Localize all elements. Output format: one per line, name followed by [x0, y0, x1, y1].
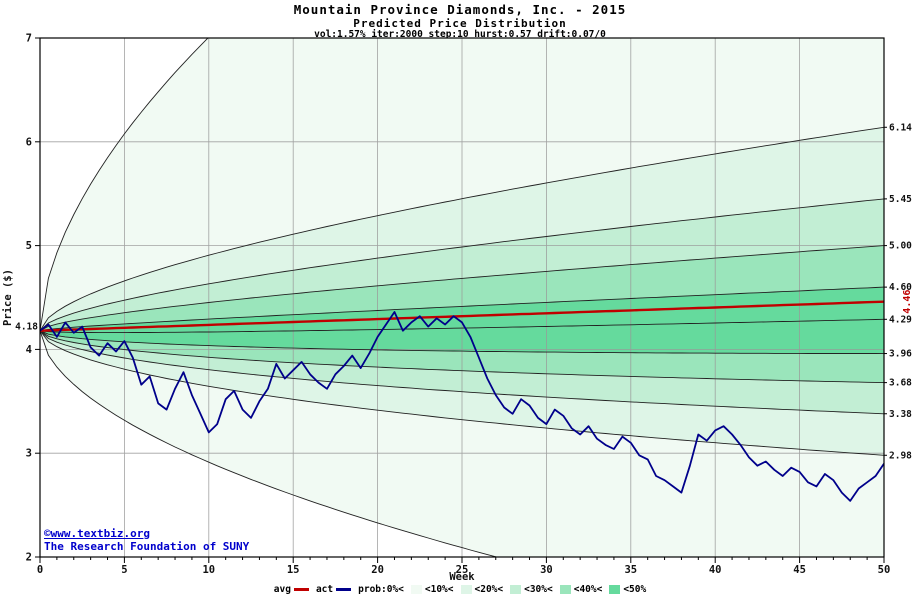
avg-price-line: [40, 300, 884, 332]
legend-label: <10%<: [424, 584, 454, 595]
percentile-end-label-p20-upper: 5.45: [889, 194, 912, 205]
percentile-curve-p30-upper: [40, 245, 884, 332]
percentile-curve-p10-lower: [40, 330, 884, 456]
percentile-end-label-p40-lower: 3.96: [889, 349, 912, 360]
percentile-curve-p20-upper: [40, 198, 884, 332]
percentile-end-label-p30-upper: 5.00: [889, 241, 912, 252]
percentile-curve-p40-upper: [40, 286, 884, 332]
legend-item-40: <40%<: [559, 584, 603, 595]
x-tick-label: 40: [709, 564, 722, 576]
legend-box-swatch: [410, 585, 422, 594]
legend-item-prob0: prob:0%<: [358, 584, 404, 595]
legend: avg act prob:0%< <10%< <20%< <30%< <40%< <50%: [0, 584, 920, 595]
percentile-curve-p20-lower: [40, 330, 884, 415]
percentile-curve-median: [40, 318, 884, 334]
y-tick-label: 3: [26, 448, 32, 460]
legend-line-swatch: [336, 588, 352, 591]
legend-item-20: <20%<: [460, 584, 504, 595]
percentile-end-label-p20-lower: 3.38: [889, 409, 912, 420]
y-tick-label: 5: [26, 240, 32, 252]
watermark-org: The Research Foundation of SUNY: [44, 540, 250, 553]
y-tick-label: 6: [26, 136, 32, 148]
x-tick-label: 35: [624, 564, 637, 576]
percentile-curve-p40-lower: [40, 330, 884, 355]
x-axis-title: Week: [449, 571, 475, 583]
watermark: ©www.textbiz.org The Research Foundation…: [44, 527, 249, 553]
chart-subtitle: Predicted Price Distribution: [353, 17, 567, 30]
percentile-curves: [40, 38, 884, 557]
y-tick-label: 7: [26, 33, 32, 45]
x-tick-label: 15: [287, 564, 300, 576]
x-tick-label: 20: [371, 564, 384, 576]
axes: 0 5 10 15 20 25 30 35 40 45 502345676.145.455.004.…: [2, 33, 913, 584]
gridlines: [40, 38, 884, 557]
avg-end-label: 4.46: [902, 290, 913, 314]
x-tick-label: 0: [37, 564, 43, 576]
x-tick-label: 50: [878, 564, 891, 576]
chart-title: Mountain Province Diamonds, Inc. - 2015: [293, 2, 627, 17]
percentile-curve-max: [40, 38, 209, 331]
legend-label: <50%: [623, 584, 647, 595]
x-tick-label: 30: [540, 564, 553, 576]
x-tick-label: 45: [793, 564, 806, 576]
actual-price-line: [40, 311, 884, 502]
legend-item-avg: avg: [274, 584, 309, 595]
legend-box-swatch: [609, 585, 621, 594]
legend-label: <40%<: [573, 584, 603, 595]
legend-label: <30%<: [524, 584, 553, 595]
legend-box-swatch: [559, 585, 571, 594]
percentile-end-label-p10-upper: 6.14: [889, 122, 912, 133]
x-tick-label: 5: [121, 564, 127, 576]
legend-item-10: <10%<: [410, 584, 454, 595]
legend-item-act: act: [315, 584, 352, 595]
chart-params: vol:1.57% iter:2000 step:10 hurst:0.57 d…: [314, 29, 606, 40]
y-tick-label: 2: [26, 552, 32, 564]
y-axis-title: Price ($): [2, 269, 14, 326]
x-tick-label: 10: [202, 564, 215, 576]
y-tick-label: 4: [26, 344, 32, 356]
percentile-curve-min: [40, 330, 499, 557]
start-price-label: 4.18: [15, 322, 38, 333]
percentile-curve-p30-lower: [40, 330, 884, 384]
percentile-end-label-p40-upper: 4.60: [889, 282, 912, 293]
percentile-curve-p10-upper: [40, 126, 884, 331]
legend-box-swatch: [460, 585, 472, 594]
percentile-end-label-p10-lower: 2.98: [889, 450, 912, 461]
legend-label: avg: [273, 584, 291, 595]
percentile-end-label-median: 4.29: [889, 314, 912, 325]
watermark-url: ©www.textbiz.org: [44, 527, 150, 540]
legend-box-swatch: [510, 585, 522, 594]
x-tick-label: 25: [456, 564, 469, 576]
legend-line-swatch: [293, 588, 309, 591]
percentile-end-label-p30-lower: 3.68: [889, 378, 912, 389]
legend-label: prob:0%<: [358, 584, 404, 595]
legend-item-50: <50%: [609, 584, 646, 595]
legend-item-30: <30%<: [510, 584, 553, 595]
legend-label: act: [315, 584, 334, 595]
legend-label: <20%<: [474, 584, 504, 595]
